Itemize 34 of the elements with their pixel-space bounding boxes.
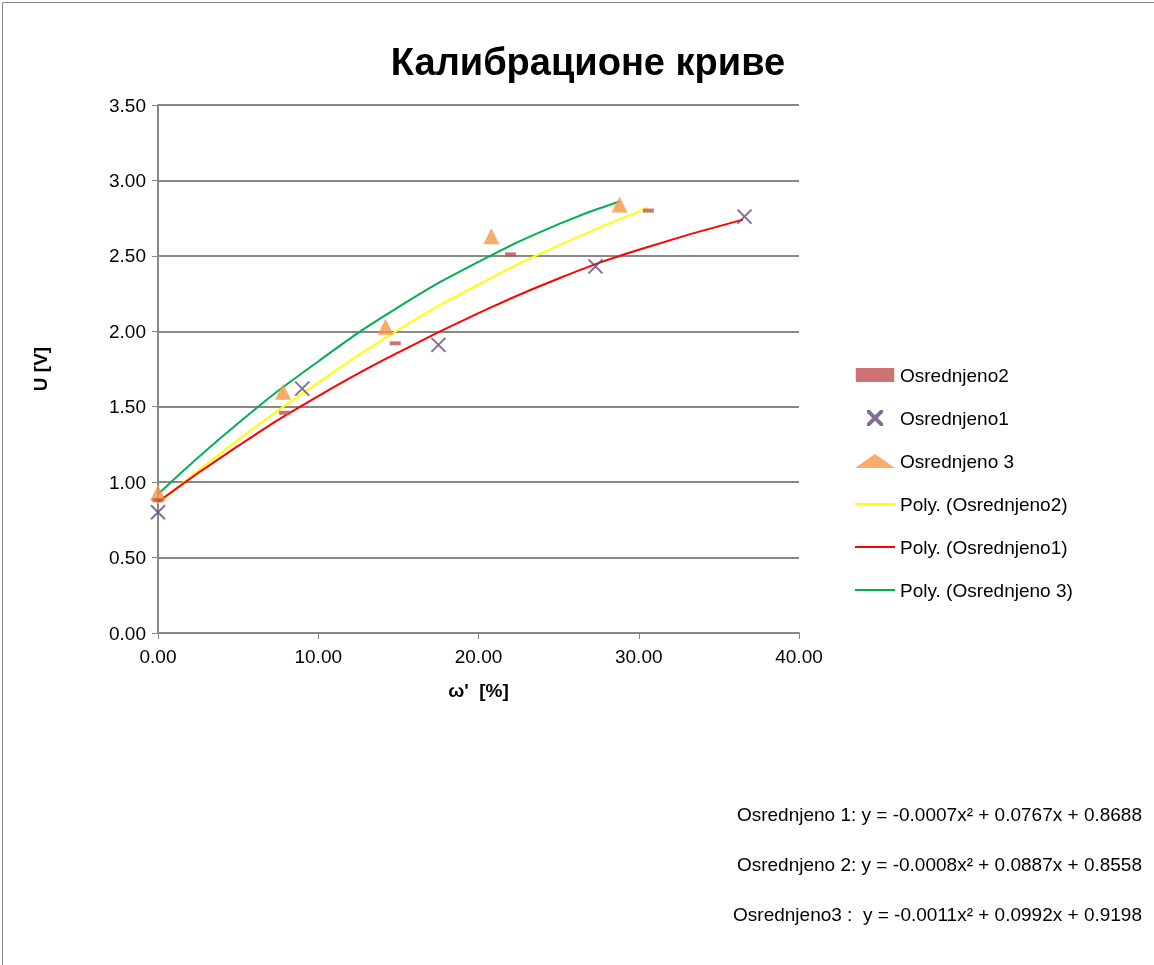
y-tick-label: 2.50 <box>109 245 146 267</box>
point <box>150 504 166 521</box>
point <box>483 228 500 245</box>
text: Osrednjeno 1: y = -0.0007x² + 0.0767x + 0.8688 <box>736 804 1143 825</box>
x-tick-label: 10.00 <box>294 646 343 667</box>
y-tick-label: 3.50 <box>109 94 146 116</box>
y-tick-label: 1.00 <box>109 471 146 493</box>
x-tick-label: 40.00 <box>775 646 823 667</box>
y-tick-label: 1.50 <box>109 396 146 418</box>
legend-label: Osrednjeno 3 <box>900 450 1015 472</box>
text: Osrednjeno 2: y = -0.0008x² + 0.0887x + 0.8558 <box>736 854 1143 875</box>
x-tick-label: 30.00 <box>614 646 663 667</box>
point <box>377 318 394 335</box>
y-tick-label: 3.00 <box>109 169 146 191</box>
point <box>294 380 311 397</box>
y-tick-label: 2.00 <box>109 320 146 342</box>
x-tick-label: 20.00 <box>454 646 503 667</box>
x-axis-title: ω' [%] <box>448 680 509 701</box>
legend-label: Osrednjeno2 <box>900 364 1009 386</box>
y-axis-title: U [V] <box>30 346 51 392</box>
y-tick-label: 0.00 <box>109 622 146 644</box>
legend-label: Poly. (Osrednjeno1) <box>900 536 1068 558</box>
y-tick-label: 0.50 <box>109 547 146 569</box>
x-tick-label: 0.00 <box>139 646 177 667</box>
point <box>430 336 447 353</box>
legend-label: Poly. (Osrednjeno2) <box>900 493 1068 515</box>
legend-label: Poly. (Osrednjeno 3) <box>900 579 1073 601</box>
chart-title: Калибрационе криве <box>390 41 786 83</box>
point <box>611 196 628 213</box>
text: Osrednjeno3 : y = -0.0011x² + 0.0992x + 0.9198 <box>733 904 1143 925</box>
point <box>587 258 604 275</box>
point <box>274 383 291 400</box>
point <box>736 208 753 225</box>
legend-label: Osrednjeno1 <box>900 407 1009 429</box>
